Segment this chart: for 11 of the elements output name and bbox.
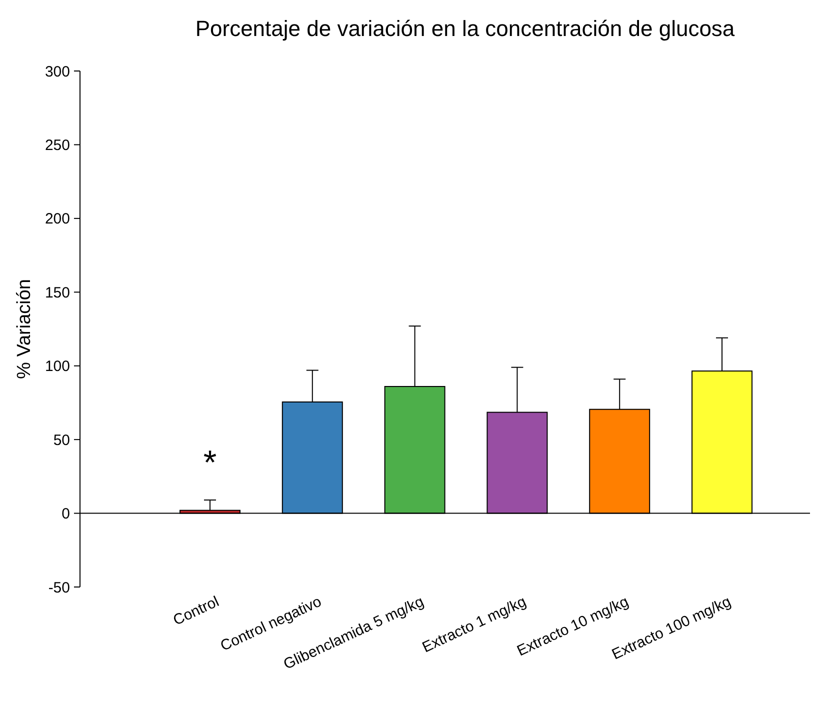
y-axis-title: % Variación — [14, 279, 35, 379]
y-tick-label: 100 — [44, 358, 70, 376]
annotation: * — [203, 444, 217, 482]
y-tick-label: 200 — [44, 210, 70, 228]
y-tick-label: -50 — [48, 579, 70, 596]
y-tick-label: 50 — [53, 432, 70, 449]
y-tick-label: 300 — [44, 63, 70, 80]
y-tick-label: 250 — [44, 136, 70, 154]
chart-title: Porcentaje de variación en la concentración de glucosa — [195, 16, 736, 41]
y-tick-label: 150 — [44, 284, 70, 302]
y-tick-label: 0 — [62, 506, 70, 523]
